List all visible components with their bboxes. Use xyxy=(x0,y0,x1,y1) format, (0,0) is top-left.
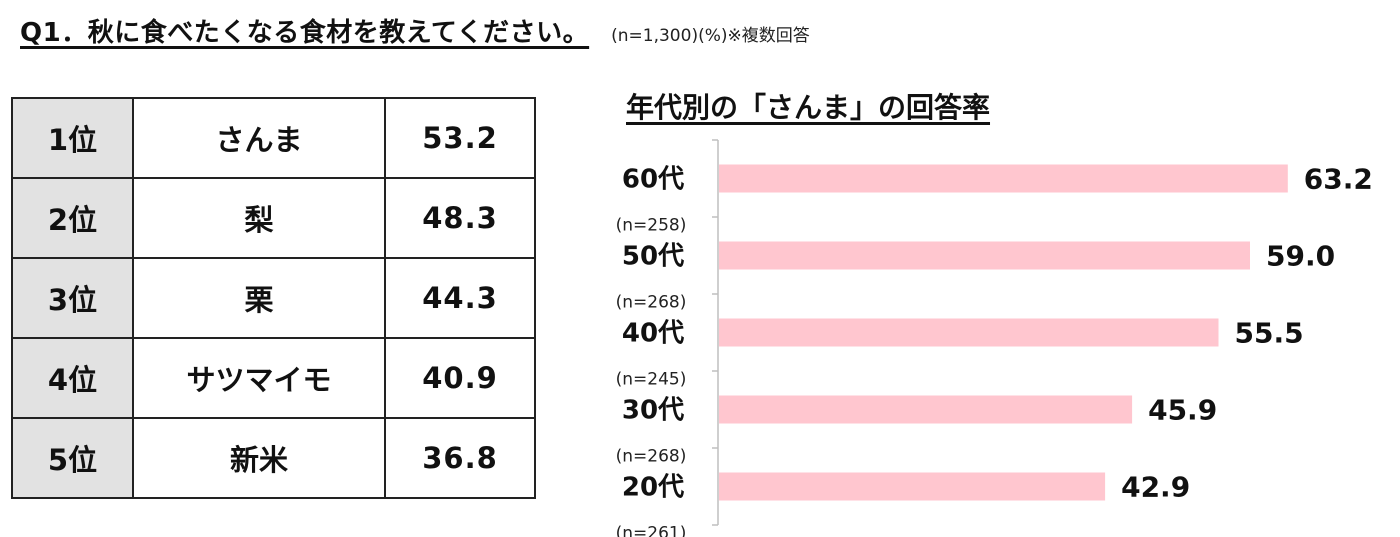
item-cell: 梨 xyxy=(132,177,386,259)
item-cell: さんま xyxy=(132,97,386,179)
value-cell: 44.3 xyxy=(384,257,536,339)
data-label: 55.5 xyxy=(1235,317,1304,350)
data-label: 59.0 xyxy=(1266,240,1335,273)
table-row: 5位 新米 36.8 xyxy=(11,417,536,499)
item-cell: サツマイモ xyxy=(132,337,386,419)
category-label: 20代 xyxy=(622,473,684,503)
value-cell: 48.3 xyxy=(384,177,536,259)
question-header: Q1．秋に食べたくなる食材を教えてください。 (n=1,300)(%)※複数回答 xyxy=(20,12,810,49)
data-label: 63.2 xyxy=(1304,163,1373,196)
table-row: 3位 栗 44.3 xyxy=(11,257,536,339)
rank-cell: 3位 xyxy=(11,257,134,339)
category-label: 40代 xyxy=(622,319,684,349)
sample-size-label: (n=268) xyxy=(616,293,687,313)
question-title: Q1．秋に食べたくなる食材を教えてください。 xyxy=(20,18,590,48)
bar xyxy=(719,164,1288,193)
rank-cell: 4位 xyxy=(11,337,134,419)
value-cell: 53.2 xyxy=(384,97,536,179)
sample-size-label: (n=258) xyxy=(616,216,687,236)
chart-title: 年代別の「さんま」の回答率 xyxy=(626,91,991,124)
item-cell: 新米 xyxy=(132,417,386,499)
category-label: 60代 xyxy=(622,165,684,195)
table-row: 1位 さんま 53.2 xyxy=(11,97,536,179)
sample-size-label: (n=245) xyxy=(616,370,687,390)
rank-cell: 2位 xyxy=(11,177,134,259)
table-row: 4位 サツマイモ 40.9 xyxy=(11,337,536,419)
rank-cell: 1位 xyxy=(11,97,134,179)
rank-cell: 5位 xyxy=(11,417,134,499)
sample-size-label: (n=268) xyxy=(616,447,687,467)
data-label: 42.9 xyxy=(1121,471,1190,504)
table-row: 2位 梨 48.3 xyxy=(11,177,536,259)
sample-size-label: (n=261) xyxy=(616,524,687,537)
category-label: 50代 xyxy=(622,242,684,272)
ranking-table: 1位 さんま 53.2 2位 梨 48.3 3位 栗 44.3 4位 サツマイモ… xyxy=(11,97,536,499)
bar xyxy=(719,472,1106,501)
bar xyxy=(719,395,1133,424)
question-note: (n=1,300)(%)※複数回答 xyxy=(611,26,810,46)
data-label: 45.9 xyxy=(1148,394,1217,427)
value-cell: 36.8 xyxy=(384,417,536,499)
bar xyxy=(719,318,1219,347)
bar xyxy=(719,241,1250,270)
value-cell: 40.9 xyxy=(384,337,536,419)
category-label: 30代 xyxy=(622,396,684,426)
item-cell: 栗 xyxy=(132,257,386,339)
